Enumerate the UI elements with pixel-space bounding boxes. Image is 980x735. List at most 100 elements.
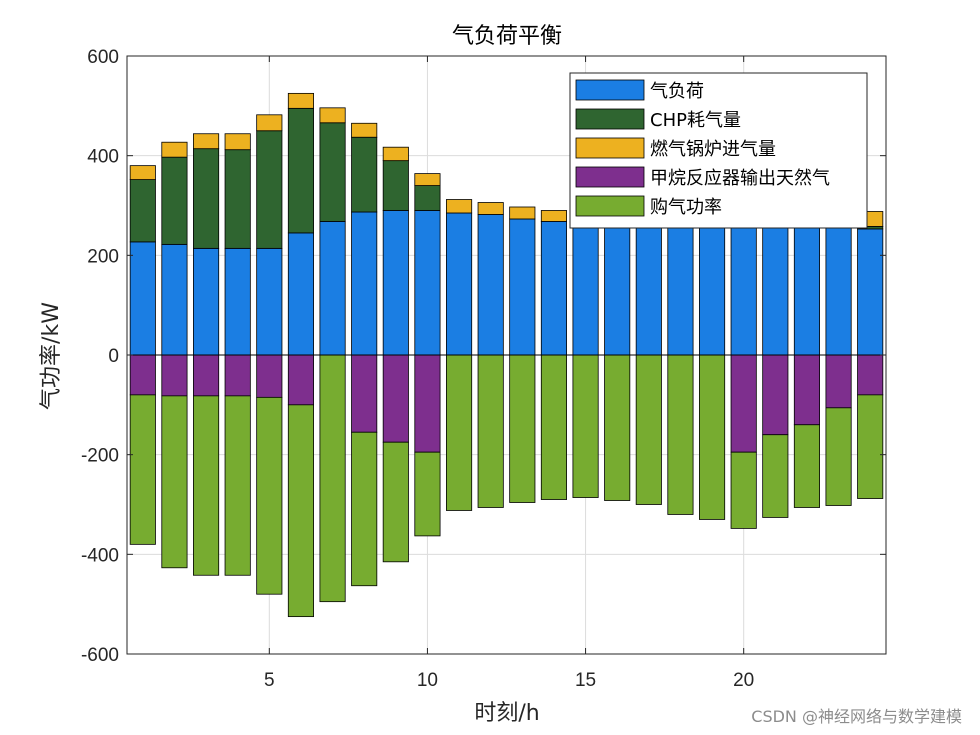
legend-label: 甲烷反应器输出天然气	[650, 168, 830, 189]
y-tick-label: 200	[87, 246, 119, 267]
bar-segment	[224, 149, 251, 249]
bar-segment	[161, 243, 188, 356]
legend-label: CHP耗气量	[650, 110, 741, 131]
bar-segment	[793, 354, 820, 426]
legend-label: 购气功率	[650, 197, 722, 218]
bar-segment	[287, 354, 314, 406]
bar-segment	[287, 107, 314, 234]
bar-segment	[382, 160, 409, 211]
bar-segment	[825, 354, 852, 409]
bar-segment	[793, 424, 820, 508]
x-axis-label: 时刻/h	[474, 701, 539, 726]
bar-segment	[699, 215, 726, 356]
bar-segment	[224, 133, 251, 151]
bar-segment	[319, 354, 346, 603]
bar-segment	[161, 395, 188, 569]
bar-segment	[540, 210, 567, 222]
bar-segment	[193, 247, 220, 356]
y-tick-label: 600	[87, 47, 119, 68]
bar-segment	[509, 206, 536, 220]
bar-segment	[857, 394, 884, 499]
bar-segment	[699, 354, 726, 520]
y-tick-label: -600	[81, 645, 119, 666]
bar-segment	[446, 199, 473, 214]
legend-label: 气负荷	[650, 81, 704, 102]
chart-title: 气负荷平衡	[452, 24, 562, 49]
y-tick-label: 400	[87, 147, 119, 168]
watermark: CSDN @神经网络与数学建模	[751, 707, 962, 726]
legend-label: 燃气锅炉进气量	[650, 139, 776, 160]
bars	[129, 92, 884, 618]
bar-segment	[604, 220, 631, 356]
bar-segment	[256, 114, 283, 132]
bar-segment	[161, 156, 188, 245]
legend-swatch	[575, 137, 645, 159]
bar-segment	[193, 395, 220, 576]
bar-segment	[129, 179, 156, 243]
bar-segment	[193, 133, 220, 150]
bar-segment	[224, 247, 251, 356]
bar-segment	[509, 354, 536, 503]
bar-segment	[224, 395, 251, 576]
bar-segment	[161, 354, 188, 397]
bar-segment	[351, 211, 378, 356]
bar-segment	[129, 165, 156, 180]
legend-swatch	[575, 195, 645, 217]
bar-segment	[287, 232, 314, 356]
y-tick-label: -200	[81, 446, 119, 467]
bar-segment	[825, 218, 852, 356]
bar-segment	[414, 451, 441, 537]
bar-segment	[319, 107, 346, 124]
bar-segment	[604, 354, 631, 501]
bar-segment	[762, 214, 789, 356]
x-tick-label: 15	[575, 670, 596, 691]
bar-segment	[572, 222, 599, 356]
bar-segment	[540, 221, 567, 356]
legend-swatch	[575, 108, 645, 130]
bar-segment	[762, 434, 789, 518]
bar-segment	[667, 217, 694, 356]
x-tick-label: 5	[264, 670, 275, 691]
bar-segment	[762, 354, 789, 436]
bar-segment	[319, 122, 346, 222]
bar-segment	[667, 354, 694, 515]
bar-segment	[256, 130, 283, 249]
bar-segment	[287, 92, 314, 109]
bar-segment	[414, 173, 441, 186]
bar-segment	[193, 354, 220, 397]
axes: -600 -400 -200 0 200 400 600 5 10 15 20	[81, 47, 887, 691]
bar-segment	[161, 141, 188, 158]
bar-segment	[382, 210, 409, 356]
bar-segment	[446, 212, 473, 356]
bar-segment	[256, 354, 283, 398]
bar-segment	[446, 354, 473, 511]
bar-segment	[382, 354, 409, 443]
bar-segment	[351, 136, 378, 213]
bar-segment	[319, 221, 346, 356]
bar-segment	[540, 354, 567, 500]
x-tick-label: 10	[417, 670, 438, 691]
bar-segment	[857, 354, 884, 396]
legend-swatch	[575, 166, 645, 188]
y-axis-label: 气功率/kW	[39, 302, 64, 410]
bar-segment	[825, 407, 852, 506]
legend-swatch	[575, 79, 645, 101]
bar-segment	[635, 218, 662, 356]
bar-segment	[287, 404, 314, 618]
bar-segment	[635, 354, 662, 505]
bar-segment	[414, 210, 441, 356]
bar-segment	[256, 247, 283, 356]
bar-segment	[414, 185, 441, 211]
bar-segment	[224, 354, 251, 397]
bar-segment	[477, 214, 504, 356]
bar-segment	[129, 241, 156, 356]
bar-segment	[382, 441, 409, 563]
bar-segment	[477, 202, 504, 215]
bar-segment	[382, 146, 409, 162]
bar-segment	[477, 354, 504, 508]
bar-segment	[351, 431, 378, 587]
bar-segment	[256, 396, 283, 595]
bar-segment	[857, 228, 884, 356]
bar-segment	[129, 354, 156, 396]
